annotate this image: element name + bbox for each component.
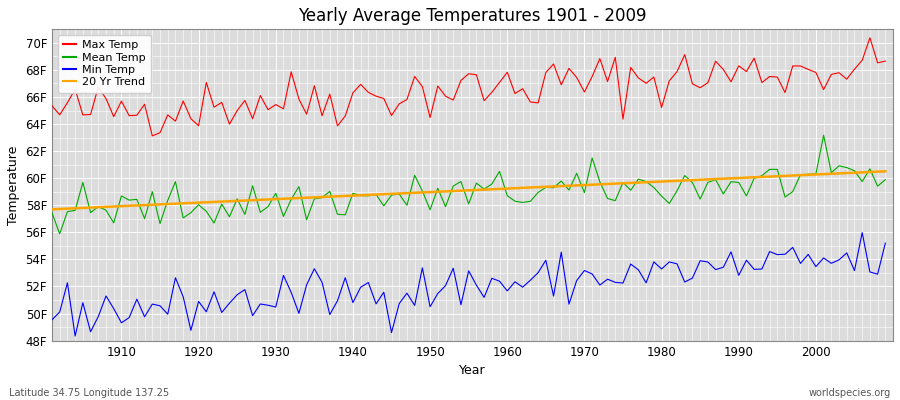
Text: Latitude 34.75 Longitude 137.25: Latitude 34.75 Longitude 137.25 xyxy=(9,388,169,398)
Legend: Max Temp, Mean Temp, Min Temp, 20 Yr Trend: Max Temp, Mean Temp, Min Temp, 20 Yr Tre… xyxy=(58,35,151,93)
Title: Yearly Average Temperatures 1901 - 2009: Yearly Average Temperatures 1901 - 2009 xyxy=(298,7,647,25)
X-axis label: Year: Year xyxy=(459,364,486,377)
Text: worldspecies.org: worldspecies.org xyxy=(809,388,891,398)
Y-axis label: Temperature: Temperature xyxy=(7,145,20,225)
